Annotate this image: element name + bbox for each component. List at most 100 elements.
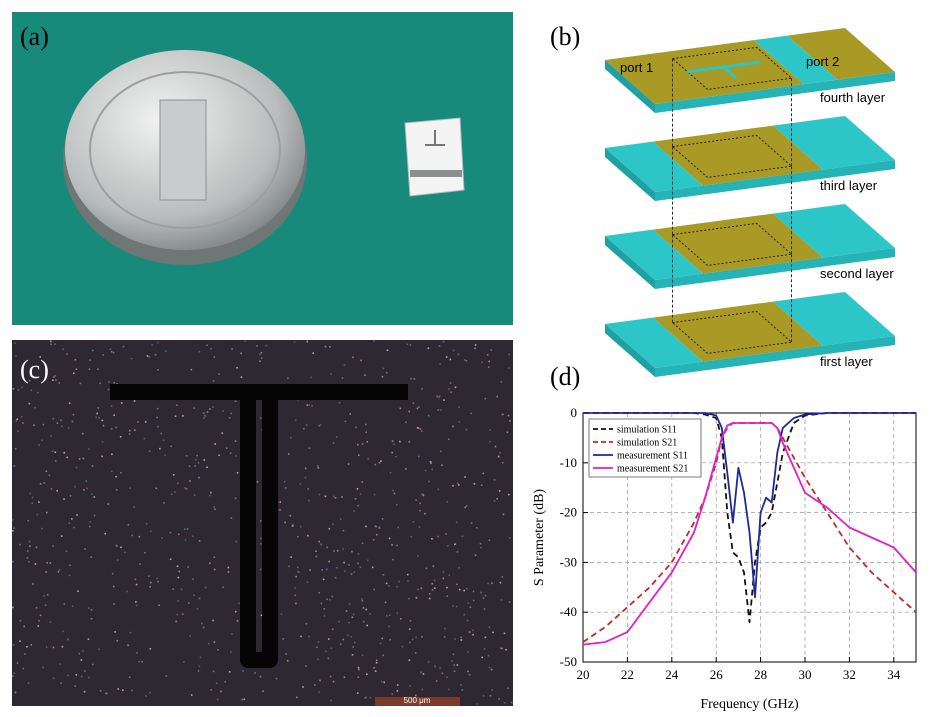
speckle-dot <box>198 597 201 600</box>
speckle-dot <box>113 414 115 417</box>
speckle-dot <box>332 495 335 498</box>
speckle-dot <box>222 586 224 588</box>
speckle-dot <box>90 556 93 558</box>
speckle-dot <box>185 455 188 457</box>
speckle-dot <box>369 696 372 699</box>
speckle-dot <box>110 350 113 353</box>
speckle-dot <box>262 690 264 692</box>
speckle-dot <box>456 551 459 553</box>
speckle-dot <box>81 432 84 435</box>
speckle-dot <box>144 421 147 423</box>
speckle-dot <box>449 358 452 361</box>
speckle-dot <box>293 341 296 343</box>
speckle-dot <box>437 409 440 411</box>
speckle-dot <box>228 416 231 419</box>
speckle-dot <box>145 522 148 525</box>
speckle-dot <box>406 343 409 346</box>
speckle-dot <box>327 657 330 660</box>
speckle-dot <box>206 466 208 469</box>
speckle-dot <box>113 382 116 384</box>
speckle-dot <box>447 545 449 547</box>
speckle-dot <box>289 436 292 439</box>
speckle-dot <box>14 342 16 344</box>
layer-label: fourth layer <box>820 90 886 105</box>
speckle-dot <box>259 568 262 571</box>
legend-label: simulation S21 <box>617 438 677 449</box>
speckle-dot <box>419 509 421 512</box>
speckle-dot <box>90 617 93 620</box>
speckle-dot <box>353 571 356 574</box>
speckle-dot <box>116 559 119 561</box>
speckle-dot <box>259 520 262 522</box>
speckle-dot <box>381 637 384 640</box>
speckle-dot <box>156 416 158 419</box>
speckle-dot <box>159 447 161 450</box>
speckle-dot <box>15 355 17 357</box>
speckle-dot <box>74 485 76 488</box>
speckle-dot <box>288 565 290 568</box>
speckle-dot <box>503 632 506 635</box>
speckle-dot <box>238 602 240 605</box>
speckle-dot <box>328 598 331 601</box>
speckle-dot <box>34 563 37 565</box>
speckle-dot <box>12 644 15 646</box>
speckle-dot <box>460 684 462 686</box>
speckle-dot <box>279 509 281 511</box>
speckle-dot <box>501 647 503 650</box>
speckle-dot <box>57 570 60 573</box>
speckle-dot <box>295 575 297 578</box>
speckle-dot <box>254 672 256 674</box>
speckle-dot <box>203 459 206 461</box>
speckle-dot <box>134 578 137 581</box>
speckle-dot <box>310 376 312 379</box>
speckle-dot <box>284 521 286 524</box>
speckle-dot <box>408 410 411 413</box>
speckle-dot <box>102 354 105 356</box>
speckle-dot <box>134 429 136 431</box>
speckle-dot <box>499 581 502 584</box>
speckle-dot <box>327 638 330 640</box>
speckle-dot <box>104 692 107 695</box>
speckle-dot <box>433 579 436 582</box>
speckle-dot <box>197 670 200 672</box>
panel-label: (d) <box>550 362 580 391</box>
x-tick-label: 32 <box>843 667 856 682</box>
speckle-dot <box>49 562 52 564</box>
speckle-dot <box>491 689 494 691</box>
speckle-dot <box>468 631 471 633</box>
speckle-dot <box>401 645 404 648</box>
speckle-dot <box>352 646 354 648</box>
speckle-dot <box>141 660 143 663</box>
speckle-dot <box>357 668 360 671</box>
speckle-dot <box>169 531 172 534</box>
layer-stack: first layer second layer third layer fourth… <box>605 28 895 377</box>
speckle-dot <box>200 622 203 625</box>
speckle-dot <box>365 525 367 528</box>
speckle-dot <box>131 534 133 537</box>
speckle-dot <box>452 349 455 352</box>
coin-ring <box>89 71 281 229</box>
speckle-dot <box>48 474 51 477</box>
speckle-dot <box>427 347 430 350</box>
speckle-dot <box>372 538 375 541</box>
speckle-dot <box>127 644 129 647</box>
speckle-dot <box>409 685 411 687</box>
speckle-dot <box>396 690 399 692</box>
speckle-dot <box>318 540 320 543</box>
speckle-dot <box>418 406 420 408</box>
speckle-dot <box>437 396 440 399</box>
speckle-dot <box>353 510 355 512</box>
speckle-dot <box>83 690 86 693</box>
speckle-dot <box>210 491 212 494</box>
layer-region <box>787 28 895 80</box>
speckle-dot <box>116 383 118 385</box>
speckle-dot <box>453 543 456 546</box>
speckle-dot <box>325 568 328 571</box>
speckle-dot <box>202 626 205 629</box>
speckle-dot <box>421 387 423 390</box>
speckle-dot <box>236 366 238 369</box>
x-tick-label: 28 <box>754 667 767 682</box>
speckle-dot <box>307 488 310 490</box>
speckle-dot <box>296 696 298 699</box>
speckle-dot <box>481 361 483 364</box>
